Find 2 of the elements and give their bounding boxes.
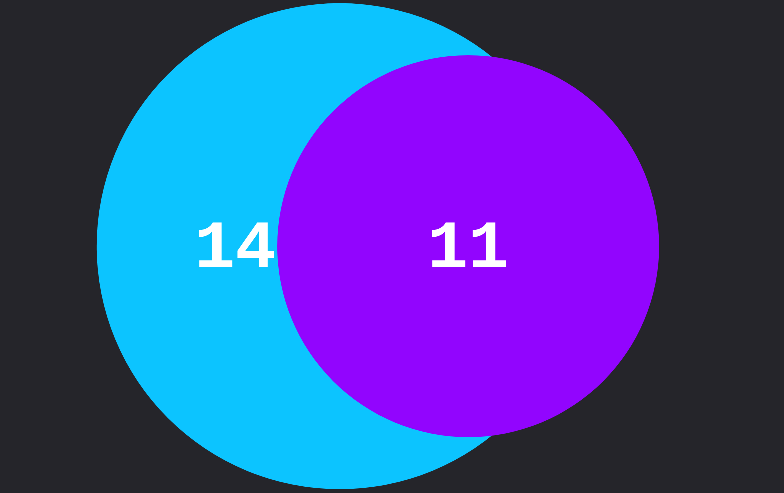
data-label: 14 bbox=[194, 212, 276, 289]
data-label: 11 bbox=[428, 212, 510, 289]
